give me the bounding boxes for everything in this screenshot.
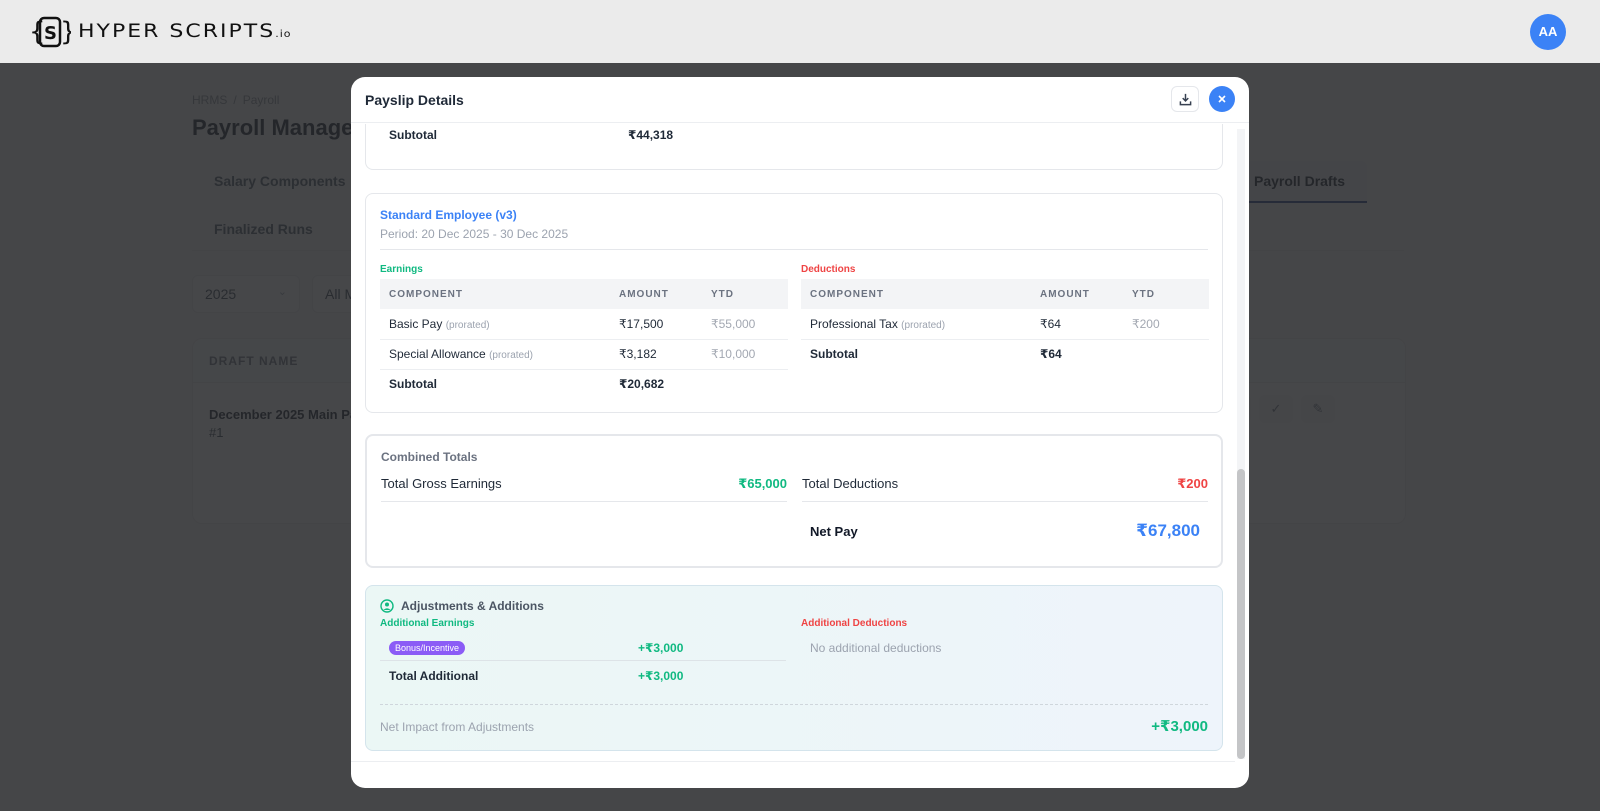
total-additional-row: Total Additional +₹3,000 — [380, 661, 786, 691]
adjustment-type-badge: Bonus/Incentive — [389, 640, 466, 655]
total-additional-label: Total Additional — [389, 669, 479, 683]
salary-structure-card: Standard Employee (v3) Period: 20 Dec 20… — [365, 193, 1223, 413]
logo-mark-icon: { } S — [28, 12, 72, 52]
column-header-component: COMPONENT — [801, 279, 1031, 309]
adjustments-header: Adjustments & Additions — [380, 599, 544, 613]
prorated-note: (prorated) — [445, 319, 490, 331]
gross-earnings-value: ₹65,000 — [738, 476, 787, 491]
adjustments-card: Adjustments & Additions Additional Earni… — [365, 585, 1223, 751]
structure-name: Standard Employee (v3) — [380, 208, 517, 222]
total-deductions-label: Total Deductions — [802, 476, 899, 491]
deductions-title: Deductions — [801, 264, 856, 275]
svg-text:S: S — [44, 23, 57, 44]
additional-deductions-title: Additional Deductions — [801, 618, 908, 629]
component-ytd: ₹10,000 — [702, 339, 788, 370]
subtotal-value: ₹64 — [1040, 347, 1062, 362]
subtotal-row: Subtotal ₹64 — [801, 339, 1209, 369]
additional-deductions-section: Additional Deductions No additional dedu… — [801, 618, 1207, 661]
divider — [380, 249, 1208, 250]
column-header-amount: AMOUNT — [610, 279, 702, 309]
logo-text: HYPER SCRIPTS.io — [78, 20, 292, 43]
logo[interactable]: { } S HYPER SCRIPTS.io — [28, 12, 292, 52]
close-button[interactable] — [1209, 86, 1235, 112]
table-row: Special Allowance (prorated) ₹3,182 ₹10,… — [380, 339, 788, 370]
gross-earnings-row: Total Gross Earnings ₹65,000 — [381, 476, 787, 502]
footer-divider — [351, 761, 1235, 762]
total-additional-value: +₹3,000 — [638, 669, 684, 683]
subtotal-value: ₹20,682 — [610, 368, 702, 399]
column-header-amount: AMOUNT — [1031, 279, 1123, 309]
gross-earnings-label: Total Gross Earnings — [381, 476, 502, 491]
subtotal-row: Subtotal ₹20,682 — [380, 368, 788, 399]
top-bar: { } S HYPER SCRIPTS.io AA — [0, 0, 1600, 63]
table-row: Basic Pay (prorated) ₹17,500 ₹55,000 — [380, 309, 788, 340]
download-icon — [1179, 93, 1191, 105]
scrollbar-thumb[interactable] — [1237, 469, 1245, 759]
subtotal-label: Subtotal — [389, 128, 437, 142]
svg-text:}: } — [60, 17, 71, 47]
user-circle-icon — [380, 599, 394, 613]
previous-structure-card: Subtotal ₹44,318 — [365, 124, 1223, 170]
subtotal-label: Subtotal — [380, 368, 610, 399]
list-item: Bonus/Incentive +₹3,000 — [380, 635, 786, 661]
additional-earnings-section: Additional Earnings Bonus/Incentive +₹3,… — [380, 618, 786, 691]
column-header-component: COMPONENT — [380, 279, 610, 309]
column-header-ytd: YTD — [702, 279, 788, 309]
modal-header: Payslip Details — [351, 77, 1249, 123]
component-amount: ₹3,182 — [610, 339, 702, 370]
total-deductions-row: Total Deductions ₹200 — [802, 476, 1208, 502]
component-ytd: ₹200 — [1123, 309, 1209, 340]
net-pay-row: Net Pay ₹67,800 — [810, 521, 1200, 541]
column-header-ytd: YTD — [1123, 279, 1209, 309]
component-amount: ₹17,500 — [610, 309, 702, 340]
component-ytd: ₹55,000 — [702, 309, 788, 340]
additional-earnings-title: Additional Earnings — [380, 618, 475, 629]
structure-period: Period: 20 Dec 2025 - 30 Dec 2025 — [380, 227, 569, 241]
net-pay-value: ₹67,800 — [1136, 521, 1200, 540]
net-impact-label: Net Impact from Adjustments — [380, 720, 535, 734]
avatar[interactable]: AA — [1530, 13, 1566, 50]
empty-state-text: No additional deductions — [810, 641, 942, 655]
net-pay-label: Net Pay — [810, 523, 858, 539]
earnings-title: Earnings — [380, 264, 423, 275]
svg-text:{: { — [29, 17, 46, 47]
modal-scrollbar[interactable] — [1237, 129, 1245, 759]
prorated-note: (prorated) — [489, 350, 533, 361]
total-deductions-value: ₹200 — [1177, 476, 1208, 491]
component-name: Basic Pay — [389, 316, 443, 331]
subtotal-value: ₹44,318 — [628, 128, 674, 142]
close-icon — [1218, 95, 1226, 103]
net-impact-value: +₹3,000 — [1151, 718, 1208, 735]
adjustments-title: Adjustments & Additions — [401, 599, 544, 613]
earnings-section: Earnings COMPONENT AMOUNT YTD Basic Pay … — [380, 264, 788, 399]
subtotal-label: Subtotal — [810, 347, 858, 362]
dashed-divider — [380, 704, 1208, 705]
adjustment-amount: +₹3,000 — [638, 640, 684, 655]
deductions-table: COMPONENT AMOUNT YTD Professional Tax (p… — [801, 279, 1209, 369]
component-amount: ₹64 — [1031, 309, 1123, 340]
prorated-note: (prorated) — [901, 319, 946, 331]
earnings-table: COMPONENT AMOUNT YTD Basic Pay (prorated… — [380, 279, 788, 399]
table-row: Professional Tax (prorated) ₹64 ₹200 — [801, 309, 1209, 340]
payslip-modal: Payslip Details Subtotal ₹44,318 Standar… — [351, 77, 1249, 788]
download-button[interactable] — [1171, 86, 1199, 112]
component-name: Special Allowance — [389, 347, 486, 361]
deductions-section: Deductions COMPONENT AMOUNT YTD Professi… — [801, 264, 1209, 369]
combined-totals-title: Combined Totals — [381, 450, 478, 464]
modal-title: Payslip Details — [365, 91, 464, 108]
combined-totals-card: Combined Totals Total Gross Earnings ₹65… — [365, 434, 1223, 568]
modal-body: Subtotal ₹44,318 Standard Employee (v3) … — [351, 124, 1235, 761]
component-name: Professional Tax — [810, 316, 898, 331]
